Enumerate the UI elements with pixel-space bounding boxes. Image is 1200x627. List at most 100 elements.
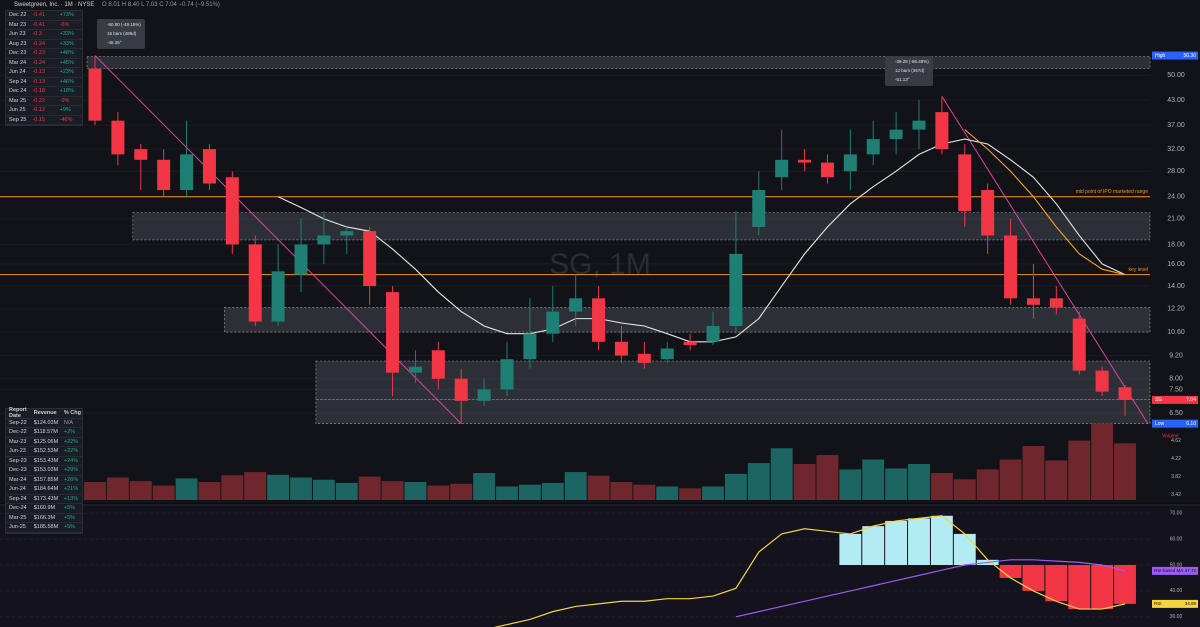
- table-cell: +5%: [63, 505, 76, 512]
- candle-body: [1004, 235, 1018, 299]
- table-cell: Dec-24: [9, 505, 27, 512]
- volume-tick-label: 3.82: [1171, 474, 1181, 480]
- candle-body: [912, 120, 926, 130]
- table-cell: -0.18: [32, 88, 46, 95]
- table-cell: +13%: [63, 495, 79, 502]
- rsi-line: [493, 515, 1126, 627]
- y-tick-label: 18.00: [1167, 241, 1185, 248]
- volume-bar: [335, 482, 358, 500]
- table-cell: +2%: [63, 429, 76, 436]
- trend-line: [94, 55, 462, 424]
- table-row: Dec 24 -0.18 +18%: [6, 87, 82, 97]
- price-pane: [0, 0, 1200, 503]
- table-cell: Dec-23: [9, 467, 27, 474]
- symbol: Sweetgreen, Inc. · 1M · NYSE: [14, 2, 95, 8]
- candle-body: [569, 298, 583, 312]
- table-cell: -0.12: [32, 107, 46, 114]
- volume-bar: [1045, 460, 1068, 500]
- y-tick-label: 21.00: [1167, 216, 1185, 223]
- volume-bar: [312, 479, 335, 500]
- table-cell: Dec 23: [9, 50, 27, 57]
- measure-text: -39.28 (-86.48%): [895, 59, 929, 64]
- candle-body: [775, 159, 789, 178]
- measure-box: [885, 56, 933, 86]
- table-cell: Dec 24: [9, 88, 27, 95]
- table-cell: Mar-24: [9, 476, 27, 483]
- table-cell: +33%: [59, 40, 74, 47]
- candle-body: [935, 112, 949, 150]
- candle-body: [317, 235, 331, 245]
- rsi-tick-label: 60.00: [1170, 536, 1183, 542]
- table-cell: -0.23: [32, 50, 46, 57]
- table-cell: $118.57M: [33, 429, 58, 436]
- price-tag-name: High: [1155, 53, 1166, 59]
- candle-body: [592, 298, 606, 342]
- line-label: key level: [1129, 267, 1148, 273]
- header: Sweetgreen, Inc. · 1M · NYSE O 8.01 H 8.…: [14, 2, 220, 8]
- watermark: SG, 1M: [549, 248, 651, 281]
- table-row: Sep 24 -0.13 +46%: [6, 78, 82, 87]
- table-cell: +5%: [63, 514, 76, 521]
- rsi-tag-name: RSI: [1154, 601, 1162, 606]
- table-cell: Jun 24: [9, 69, 26, 76]
- table-cell: $173.43M: [33, 495, 59, 502]
- volume-tag: Volume: [1162, 433, 1179, 439]
- table-row: Dec 22 -0.41 +73%: [6, 11, 82, 21]
- table-cell: +22%: [63, 448, 79, 455]
- column-header: Revenue: [33, 410, 57, 417]
- volume-bar: [496, 486, 518, 500]
- rsi-histogram: [953, 533, 976, 565]
- table-cell: +23%: [59, 69, 74, 76]
- candle-body: [157, 159, 171, 191]
- table-cell: -0.24: [32, 59, 46, 66]
- volume-bar: [610, 482, 633, 500]
- table-cell: $166.3M: [33, 514, 56, 521]
- price-tag-value: 56.30: [1183, 53, 1196, 59]
- volume-bar: [633, 484, 656, 500]
- candle-body: [752, 190, 766, 227]
- rsi-histogram: [839, 533, 862, 565]
- candle-body: [180, 154, 194, 191]
- y-tick-label: 32.00: [1167, 146, 1185, 153]
- rsi-tag-value: 47.72: [1185, 568, 1197, 573]
- table-cell: $184.64M: [33, 486, 59, 493]
- table-cell: Sep-24: [9, 495, 27, 502]
- price-tag-name: SG: [1155, 397, 1162, 403]
- volume-bar: [358, 476, 381, 500]
- table-cell: -0.41: [32, 21, 46, 28]
- volume-bar: [862, 459, 885, 500]
- y-tick-label: 37.00: [1167, 122, 1185, 129]
- volume-bar: [129, 481, 152, 500]
- y-tick-label: 24.00: [1167, 194, 1185, 201]
- volume-bar: [541, 482, 564, 500]
- candle-body: [1095, 370, 1109, 392]
- table-cell: -0.15: [32, 116, 46, 123]
- table-cell: $153.43M: [33, 457, 59, 464]
- rsi-tag-box: [1152, 599, 1198, 608]
- table-row: Report Date Revenue % Chg: [6, 407, 82, 420]
- volume-bar: [747, 463, 770, 500]
- volume-bar: [908, 464, 930, 500]
- candle-body: [523, 333, 537, 360]
- candle-body: [1026, 298, 1040, 305]
- measure-box: [97, 19, 145, 49]
- candle-body: [500, 359, 514, 390]
- table-cell: +21%: [63, 486, 79, 493]
- candle-body: [706, 325, 720, 342]
- table-row: Mar-25 $166.3M +5%: [6, 514, 82, 523]
- column-header: Report Date: [9, 407, 27, 420]
- volume-tick-label: 3.42: [1171, 492, 1181, 498]
- table-cell: -6%: [59, 21, 70, 28]
- zone: [315, 399, 1151, 424]
- table-row: Jun 25 -0.12 +9%: [6, 106, 82, 116]
- table-cell: -0.13: [32, 78, 46, 85]
- table-row: Mar 25 -0.22 -9%: [6, 97, 82, 106]
- candle-body: [1072, 318, 1086, 371]
- candle-body: [843, 154, 857, 172]
- candle-body: [363, 231, 377, 287]
- table-cell: $157.85M: [33, 476, 59, 483]
- candle-body: [546, 311, 560, 334]
- table-cell: $185.58M: [33, 524, 59, 531]
- volume-bar: [953, 479, 976, 500]
